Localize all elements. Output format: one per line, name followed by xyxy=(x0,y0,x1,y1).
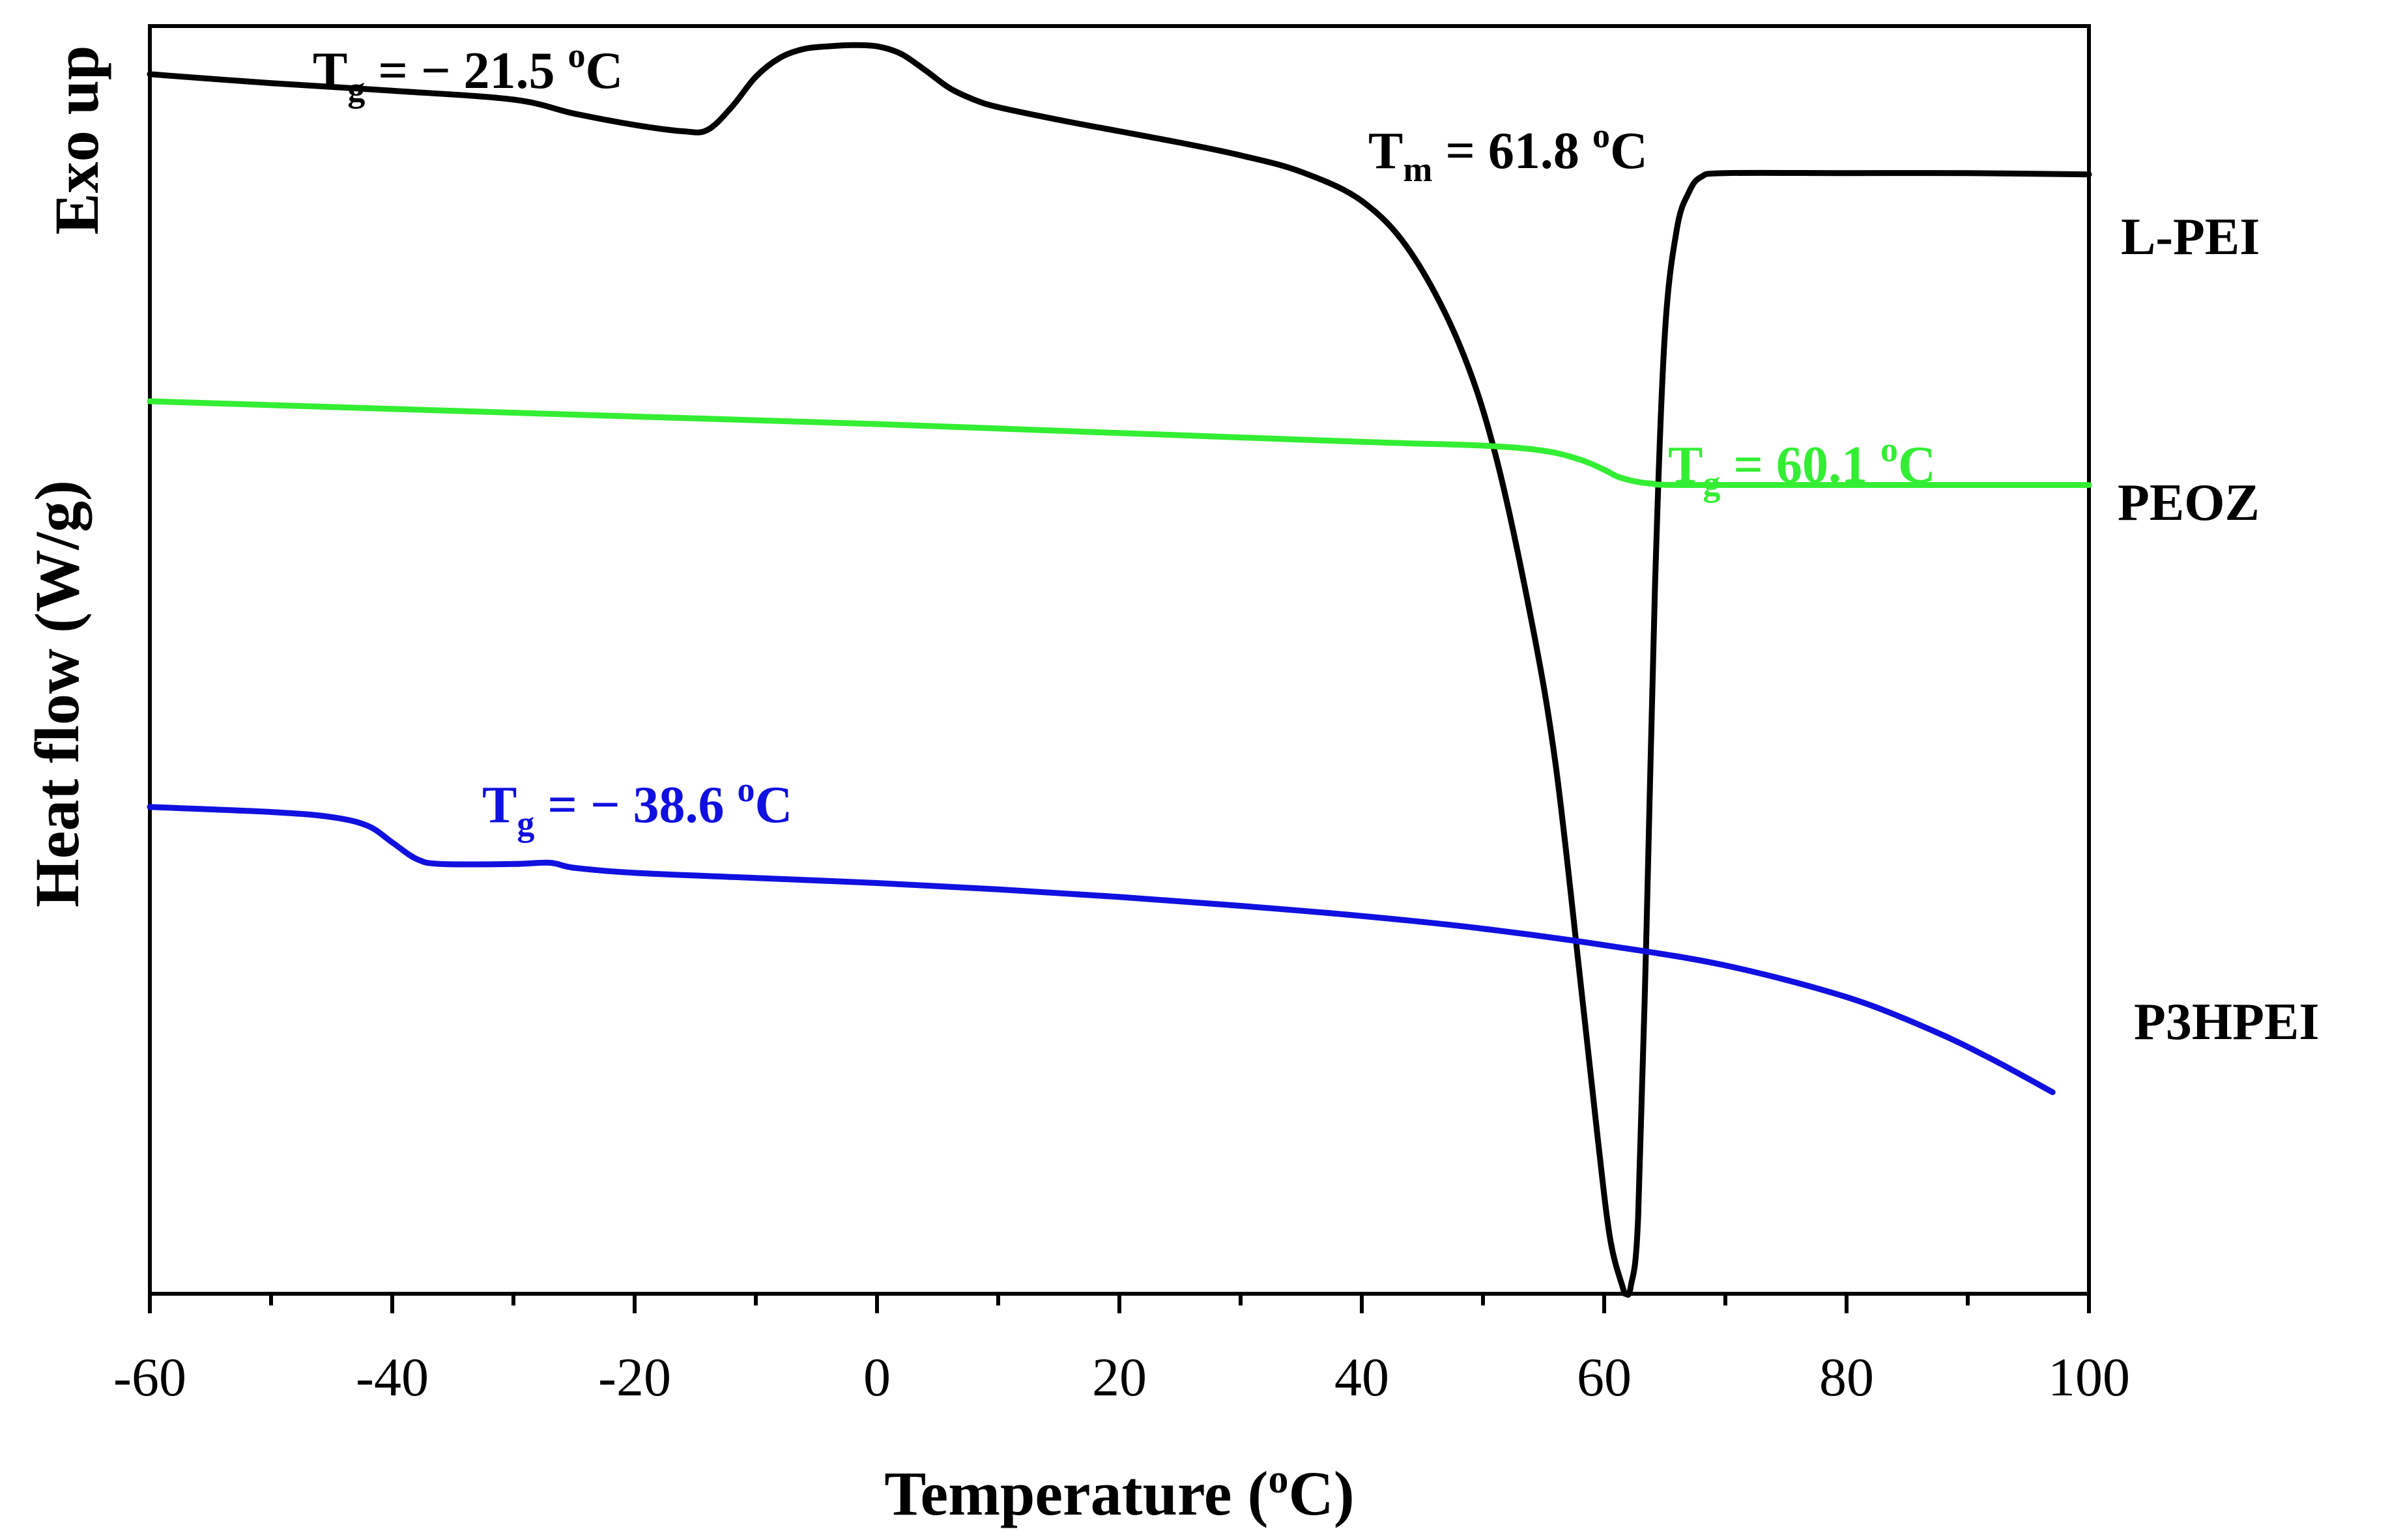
x-tick-label: -40 xyxy=(356,1347,429,1408)
annotation-lpei-tg: Tg = − 21.5 oC xyxy=(313,36,623,109)
x-axis-title-part-b: C) xyxy=(1288,1459,1354,1528)
x-tick-label: 100 xyxy=(2048,1347,2130,1408)
x-tick-label: -60 xyxy=(113,1347,186,1408)
x-axis-title-part-a: Temperature ( xyxy=(884,1459,1268,1528)
series-line-p3hpei xyxy=(147,804,2056,1096)
x-axis-tick-labels: -60 -40 -20 0 20 40 60 80 100 xyxy=(113,1347,2130,1408)
series-label-lpei: L-PEI xyxy=(2121,208,2260,266)
anno-peoz-tg-text: = 60.1 xyxy=(1720,436,1880,494)
anno-peoz-tg-unit: C xyxy=(1898,436,1936,494)
anno-lpei-tm-sub: m xyxy=(1403,150,1432,189)
anno-lpei-tg-sub: g xyxy=(347,70,365,109)
series-line-peoz xyxy=(147,398,2092,489)
y-axis-title: Heat flow (W/g) xyxy=(22,480,92,907)
anno-p3h-tg-text: = − 38.6 xyxy=(534,777,737,834)
anno-lpei-tm-unit: C xyxy=(1610,122,1648,180)
series-line-l-pei xyxy=(147,42,2092,1298)
anno-lpei-tg-sup: o xyxy=(568,36,586,75)
anno-p3h-tg-sup: o xyxy=(738,770,755,809)
series-label-peoz: PEOZ xyxy=(2118,474,2260,532)
x-axis-title-sup: o xyxy=(1268,1457,1288,1502)
annotation-lpei-tm: Tm = 61.8 oC xyxy=(1368,116,1648,189)
x-tick-label: -20 xyxy=(598,1347,671,1408)
x-tick-label: 20 xyxy=(1092,1347,1147,1408)
x-axis-title: Temperature (oC) xyxy=(884,1457,1355,1528)
series-group xyxy=(147,42,2092,1298)
anno-lpei-tg-main: T xyxy=(313,42,347,100)
anno-lpei-tg-unit: C xyxy=(586,42,624,100)
annotation-p3hpei-tg: Tg = − 38.6 oC xyxy=(482,770,792,843)
series-label-p3hpei: P3HPEI xyxy=(2134,993,2319,1051)
x-axis-ticks xyxy=(148,1294,2091,1313)
anno-p3h-tg-sub: g xyxy=(517,804,534,843)
anno-p3h-tg-main: T xyxy=(482,777,517,834)
anno-p3h-tg-unit: C xyxy=(755,777,793,834)
anno-lpei-tm-sup: o xyxy=(1592,116,1610,155)
anno-peoz-tg-sub: g xyxy=(1703,464,1720,503)
anno-lpei-tm-main: T xyxy=(1368,122,1403,180)
x-tick-label: 0 xyxy=(863,1347,891,1408)
y-direction-label: Exo up xyxy=(42,46,111,235)
x-tick-label: 60 xyxy=(1577,1347,1632,1408)
anno-peoz-tg-sup: o xyxy=(1880,430,1898,469)
x-tick-label: 40 xyxy=(1334,1347,1389,1408)
annotation-peoz-tg: Tg = 60.1 oC xyxy=(1668,430,1936,503)
x-tick-label: 80 xyxy=(1819,1347,1874,1408)
anno-lpei-tg-text: = − 21.5 xyxy=(365,42,568,100)
plot-frame xyxy=(148,24,2091,1296)
anno-peoz-tg-main: T xyxy=(1668,436,1703,494)
anno-lpei-tm-text: = 61.8 xyxy=(1432,122,1592,180)
